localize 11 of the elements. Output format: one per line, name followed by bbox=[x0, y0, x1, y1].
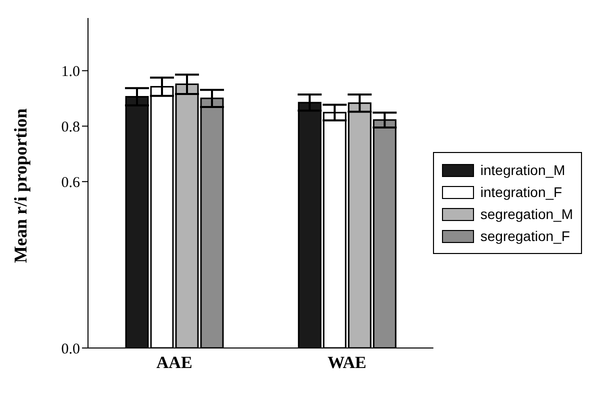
legend-label: integration_F bbox=[480, 184, 562, 200]
legend-label: segregation_M bbox=[480, 206, 573, 222]
y-tick-label: 0.6 bbox=[61, 174, 80, 191]
x-tick-label: AAE bbox=[156, 353, 192, 372]
y-tick-label: 0.0 bbox=[61, 341, 80, 358]
y-axis-title: Mean r/i proportion bbox=[10, 108, 30, 263]
y-tick-label: 1.0 bbox=[61, 64, 80, 80]
x-tick-label: WAE bbox=[328, 353, 366, 372]
y-tick-label: 0.8 bbox=[61, 119, 80, 136]
legend-label: integration_M bbox=[480, 162, 566, 178]
legend-label: segregation_F bbox=[480, 228, 570, 244]
